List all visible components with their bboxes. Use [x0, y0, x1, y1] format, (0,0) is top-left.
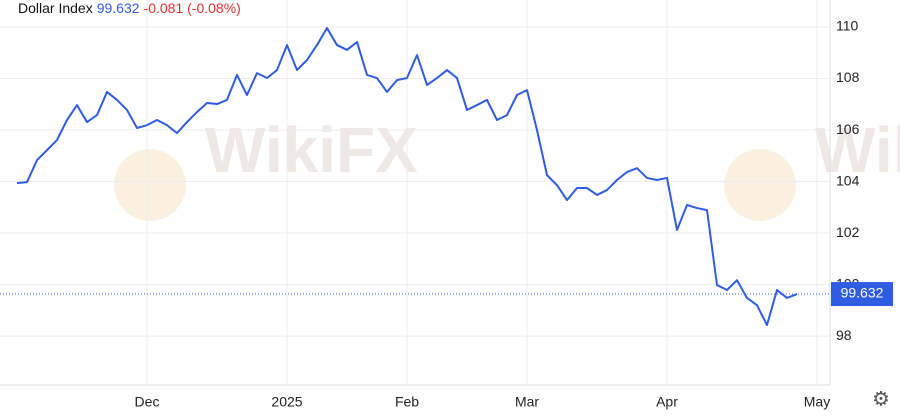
y-tick-label: 106	[836, 121, 860, 137]
x-tick-label: Feb	[395, 394, 419, 410]
last-price-box	[831, 282, 893, 307]
watermark-logo	[114, 149, 186, 221]
watermark: WikiFX	[205, 114, 418, 186]
title: Dollar Index	[18, 0, 93, 16]
x-tick-label: Mar	[515, 394, 539, 410]
header: Dollar Index 99.632 -0.081 (-0.08%)	[18, 0, 241, 16]
settings-icon[interactable]: ⚙	[872, 388, 890, 410]
watermark-logo	[724, 149, 796, 221]
x-tick-label: Apr	[656, 394, 678, 410]
y-tick-label: 110	[836, 18, 859, 34]
y-tick-label: 104	[836, 172, 860, 188]
y-tick-label: 102	[836, 224, 860, 240]
price-line	[16, 27, 798, 326]
y-tick-label: 98	[836, 327, 852, 343]
change: -0.081 (-0.08%)	[144, 0, 241, 16]
x-tick-label: May	[804, 394, 830, 410]
x-tick-label: Dec	[135, 394, 160, 410]
watermark: WikiFX	[815, 114, 900, 186]
y-tick-label: 108	[836, 69, 860, 85]
x-tick-label: 2025	[271, 394, 302, 410]
last-price-label: 99.632	[841, 285, 884, 301]
price: 99.632	[97, 0, 140, 16]
